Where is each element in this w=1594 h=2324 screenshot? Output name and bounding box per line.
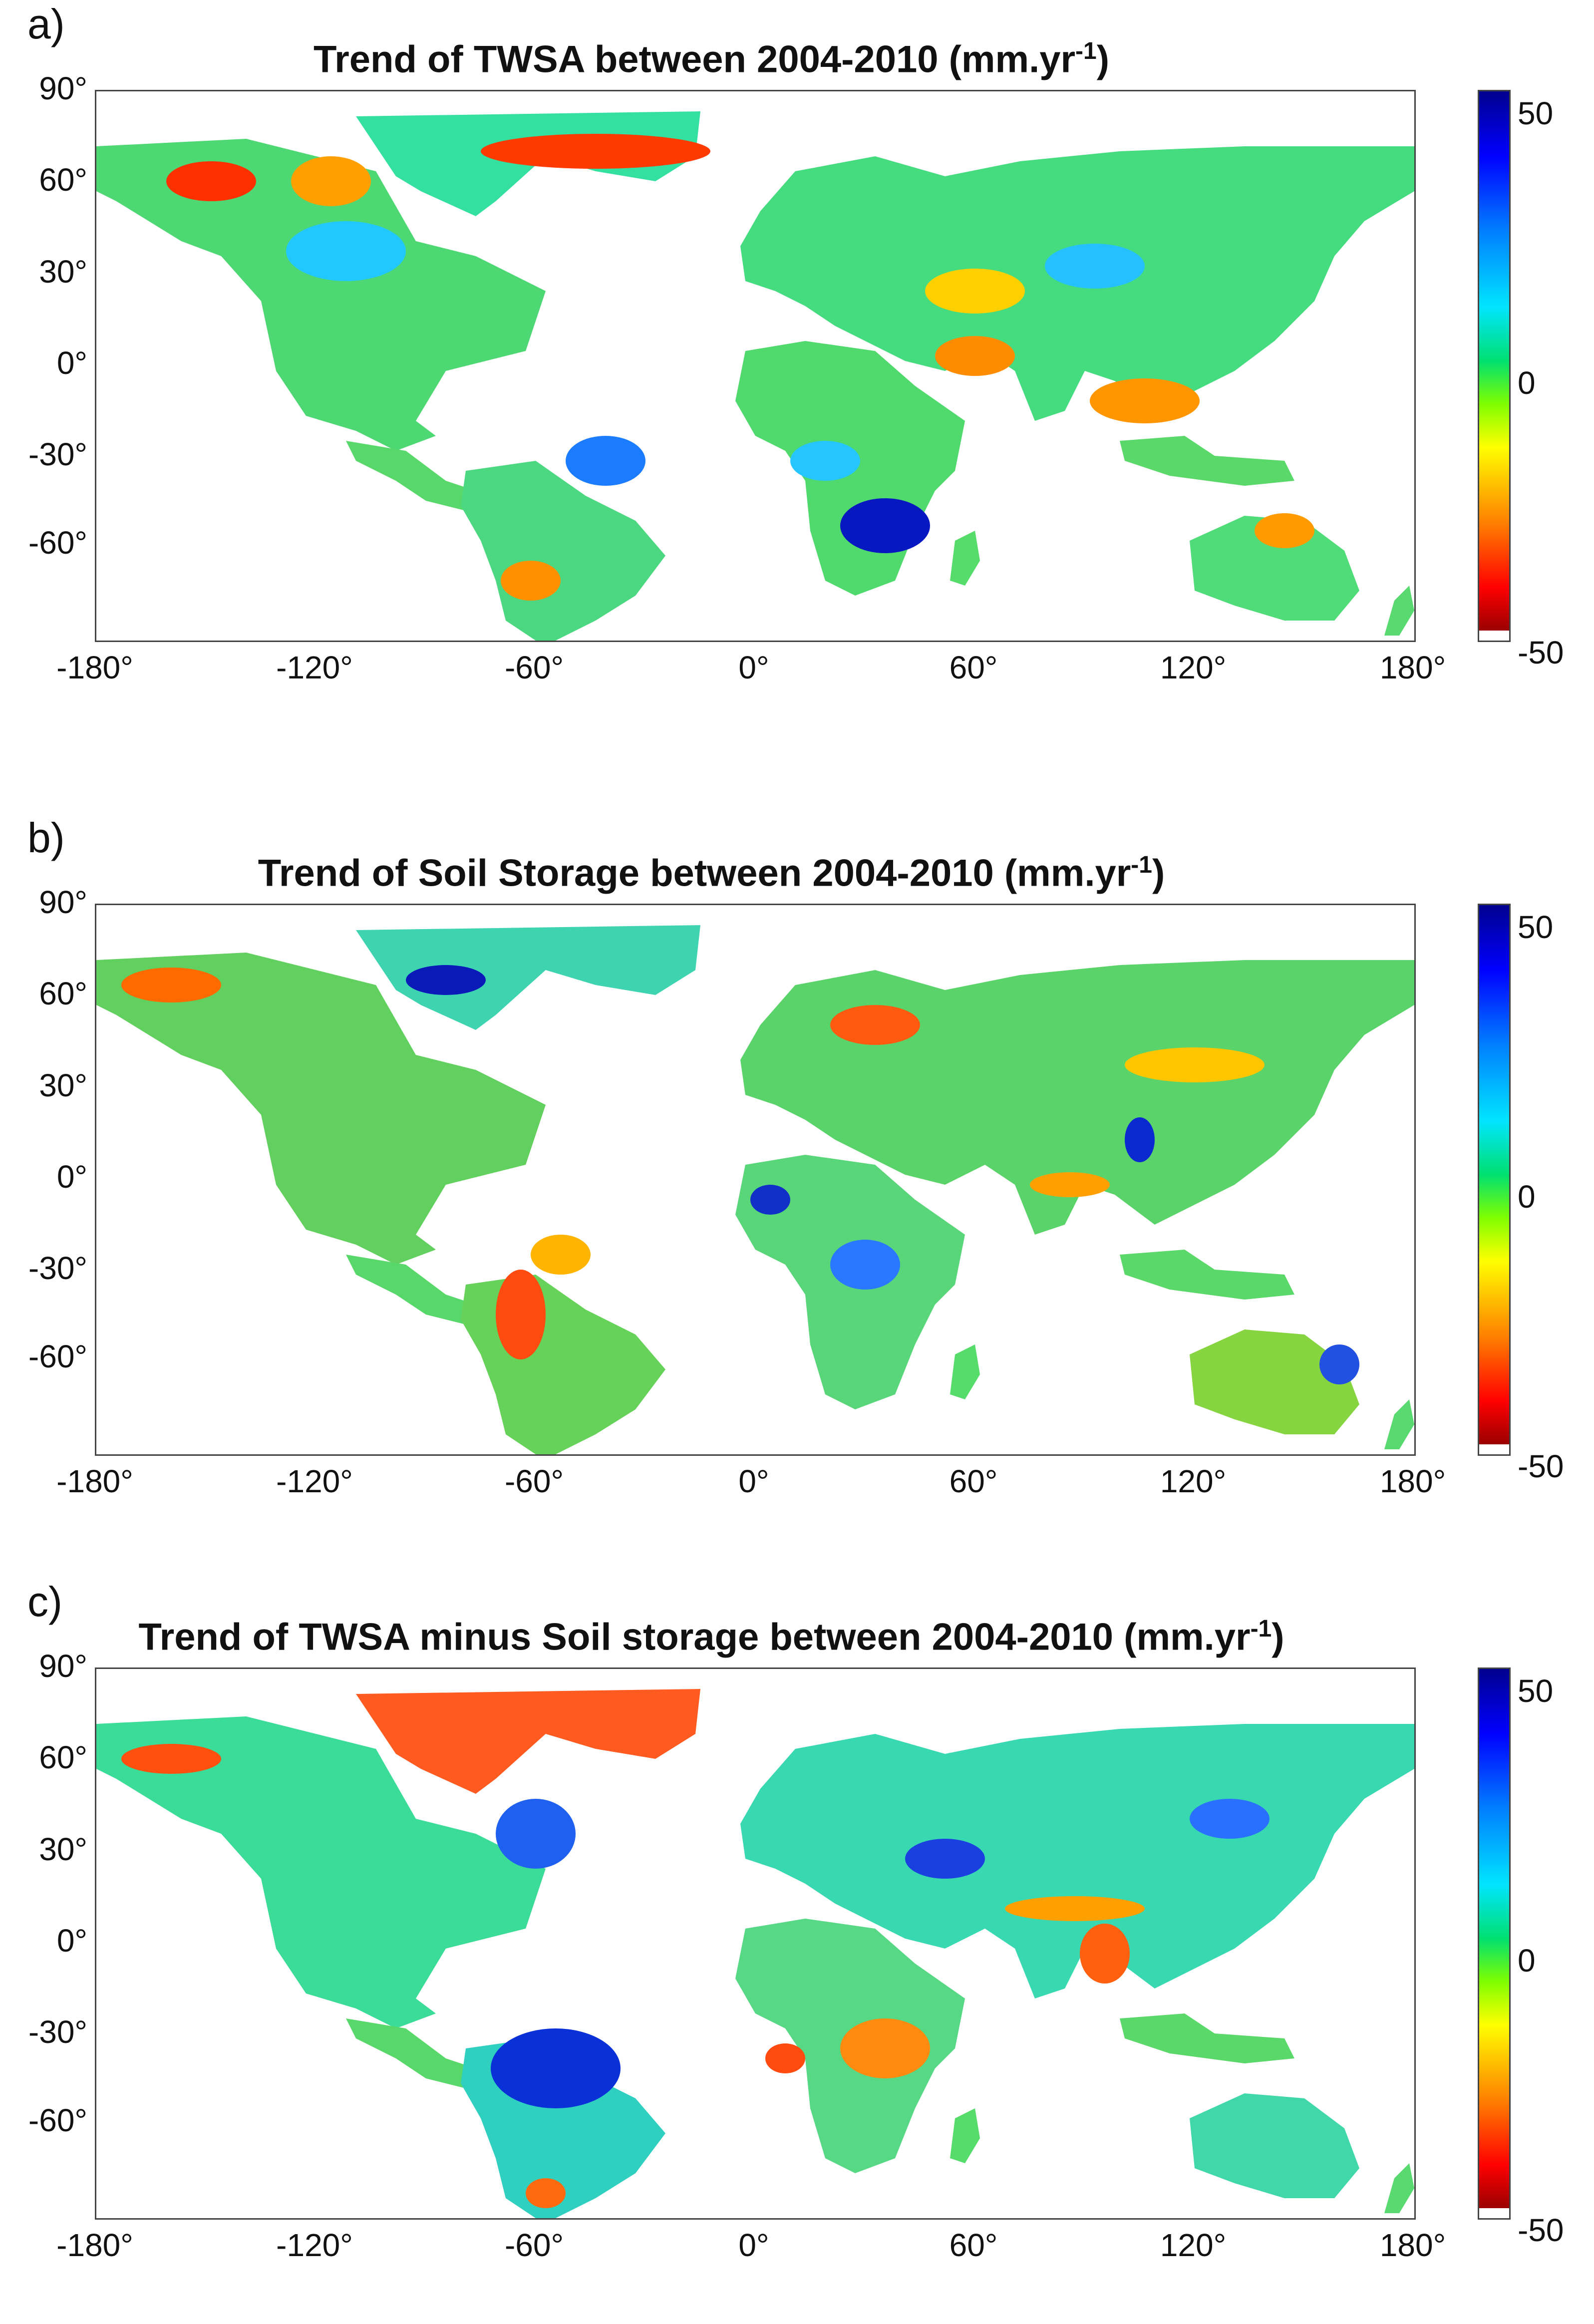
- colorbar-mid-label: 0: [1518, 1179, 1536, 1215]
- colorbar-max-label: 50: [1518, 909, 1554, 945]
- land-layer: [96, 111, 1414, 641]
- lat-tick: 0°: [56, 1923, 87, 1959]
- lon-tick: -60°: [504, 650, 564, 685]
- land-layer: [96, 925, 1414, 1454]
- panel-a: a) Trend of TWSA between 2004-2010 (mm.y…: [0, 0, 1594, 749]
- panel-c: c) Trend of TWSA minus Soil storage betw…: [0, 1578, 1594, 2324]
- lon-tick: 0°: [738, 2227, 769, 2263]
- anomaly-layer: [121, 1744, 1270, 2208]
- colorbar-max-label: 50: [1518, 1673, 1554, 1709]
- lon-tick: 60°: [949, 1463, 998, 1499]
- anomaly-layer: [121, 965, 1359, 1384]
- lon-tick: 180°: [1379, 2227, 1446, 2263]
- panel-letter: b): [27, 814, 65, 861]
- panel-title: Trend of TWSA between 2004-2010 (mm.yr-1…: [313, 38, 1110, 81]
- lat-tick: 60°: [39, 1739, 87, 1775]
- map-axes: [95, 90, 1416, 642]
- lon-tick: 0°: [738, 1463, 769, 1499]
- lon-tick: -120°: [276, 650, 353, 685]
- panel-title: Trend of Soil Storage between 2004-2010 …: [258, 852, 1165, 895]
- colorbar: [1478, 1667, 1511, 2220]
- lon-tick: -120°: [276, 2227, 353, 2263]
- lat-tick: 0°: [56, 1159, 87, 1195]
- lon-tick: 180°: [1379, 1463, 1446, 1499]
- colorbar-ramp: [1479, 905, 1509, 1444]
- lon-tick: -180°: [56, 2227, 133, 2263]
- colorbar: [1478, 90, 1511, 642]
- colorbar: [1478, 904, 1511, 1456]
- lat-tick: 30°: [39, 1067, 87, 1103]
- lat-tick: 90°: [39, 1648, 87, 1684]
- lon-tick: 60°: [949, 650, 998, 685]
- world-map: [96, 1689, 1414, 2218]
- map-axes: [95, 1667, 1416, 2220]
- colorbar-mid-label: 0: [1518, 365, 1536, 401]
- lat-tick: 30°: [39, 254, 87, 290]
- colorbar-max-label: 50: [1518, 95, 1554, 131]
- lat-tick: 60°: [39, 162, 87, 198]
- lat-tick: 90°: [39, 70, 87, 106]
- colorbar-ramp: [1479, 91, 1509, 631]
- colorbar-ramp: [1479, 1669, 1509, 2208]
- world-map: [96, 925, 1414, 1454]
- panel-title: Trend of TWSA minus Soil storage between…: [138, 1616, 1284, 1659]
- colorbar-min-label: -50: [1518, 2212, 1564, 2248]
- lon-tick: 180°: [1379, 650, 1446, 685]
- lon-tick: 0°: [738, 650, 769, 685]
- colorbar-min-label: -50: [1518, 635, 1564, 670]
- lat-tick: -30°: [28, 2014, 87, 2050]
- world-map: [96, 111, 1414, 641]
- map-axes: [95, 904, 1416, 1456]
- lon-tick: 120°: [1160, 1463, 1227, 1499]
- lon-tick: -60°: [504, 1463, 564, 1499]
- lat-tick: 30°: [39, 1831, 87, 1867]
- lat-tick: -60°: [28, 1338, 87, 1374]
- land-layer: [96, 1689, 1414, 2218]
- lon-tick: 120°: [1160, 650, 1227, 685]
- lon-tick: -180°: [56, 650, 133, 685]
- lon-tick: -180°: [56, 1463, 133, 1499]
- lon-tick: 60°: [949, 2227, 998, 2263]
- anomaly-layer: [166, 134, 1314, 601]
- lat-tick: -30°: [28, 436, 87, 472]
- lon-tick: 120°: [1160, 2227, 1227, 2263]
- panel-letter: c): [27, 1578, 62, 1625]
- lon-tick: -60°: [504, 2227, 564, 2263]
- lat-tick: 0°: [56, 345, 87, 381]
- panel-letter: a): [27, 0, 65, 47]
- panel-b: b) Trend of Soil Storage between 2004-20…: [0, 814, 1594, 1563]
- colorbar-min-label: -50: [1518, 1448, 1564, 1484]
- lat-tick: -60°: [28, 525, 87, 561]
- lat-tick: 90°: [39, 884, 87, 920]
- lat-tick: -60°: [28, 2102, 87, 2138]
- lon-tick: -120°: [276, 1463, 353, 1499]
- lat-tick: -30°: [28, 1250, 87, 1286]
- colorbar-mid-label: 0: [1518, 1943, 1536, 1979]
- lat-tick: 60°: [39, 976, 87, 1011]
